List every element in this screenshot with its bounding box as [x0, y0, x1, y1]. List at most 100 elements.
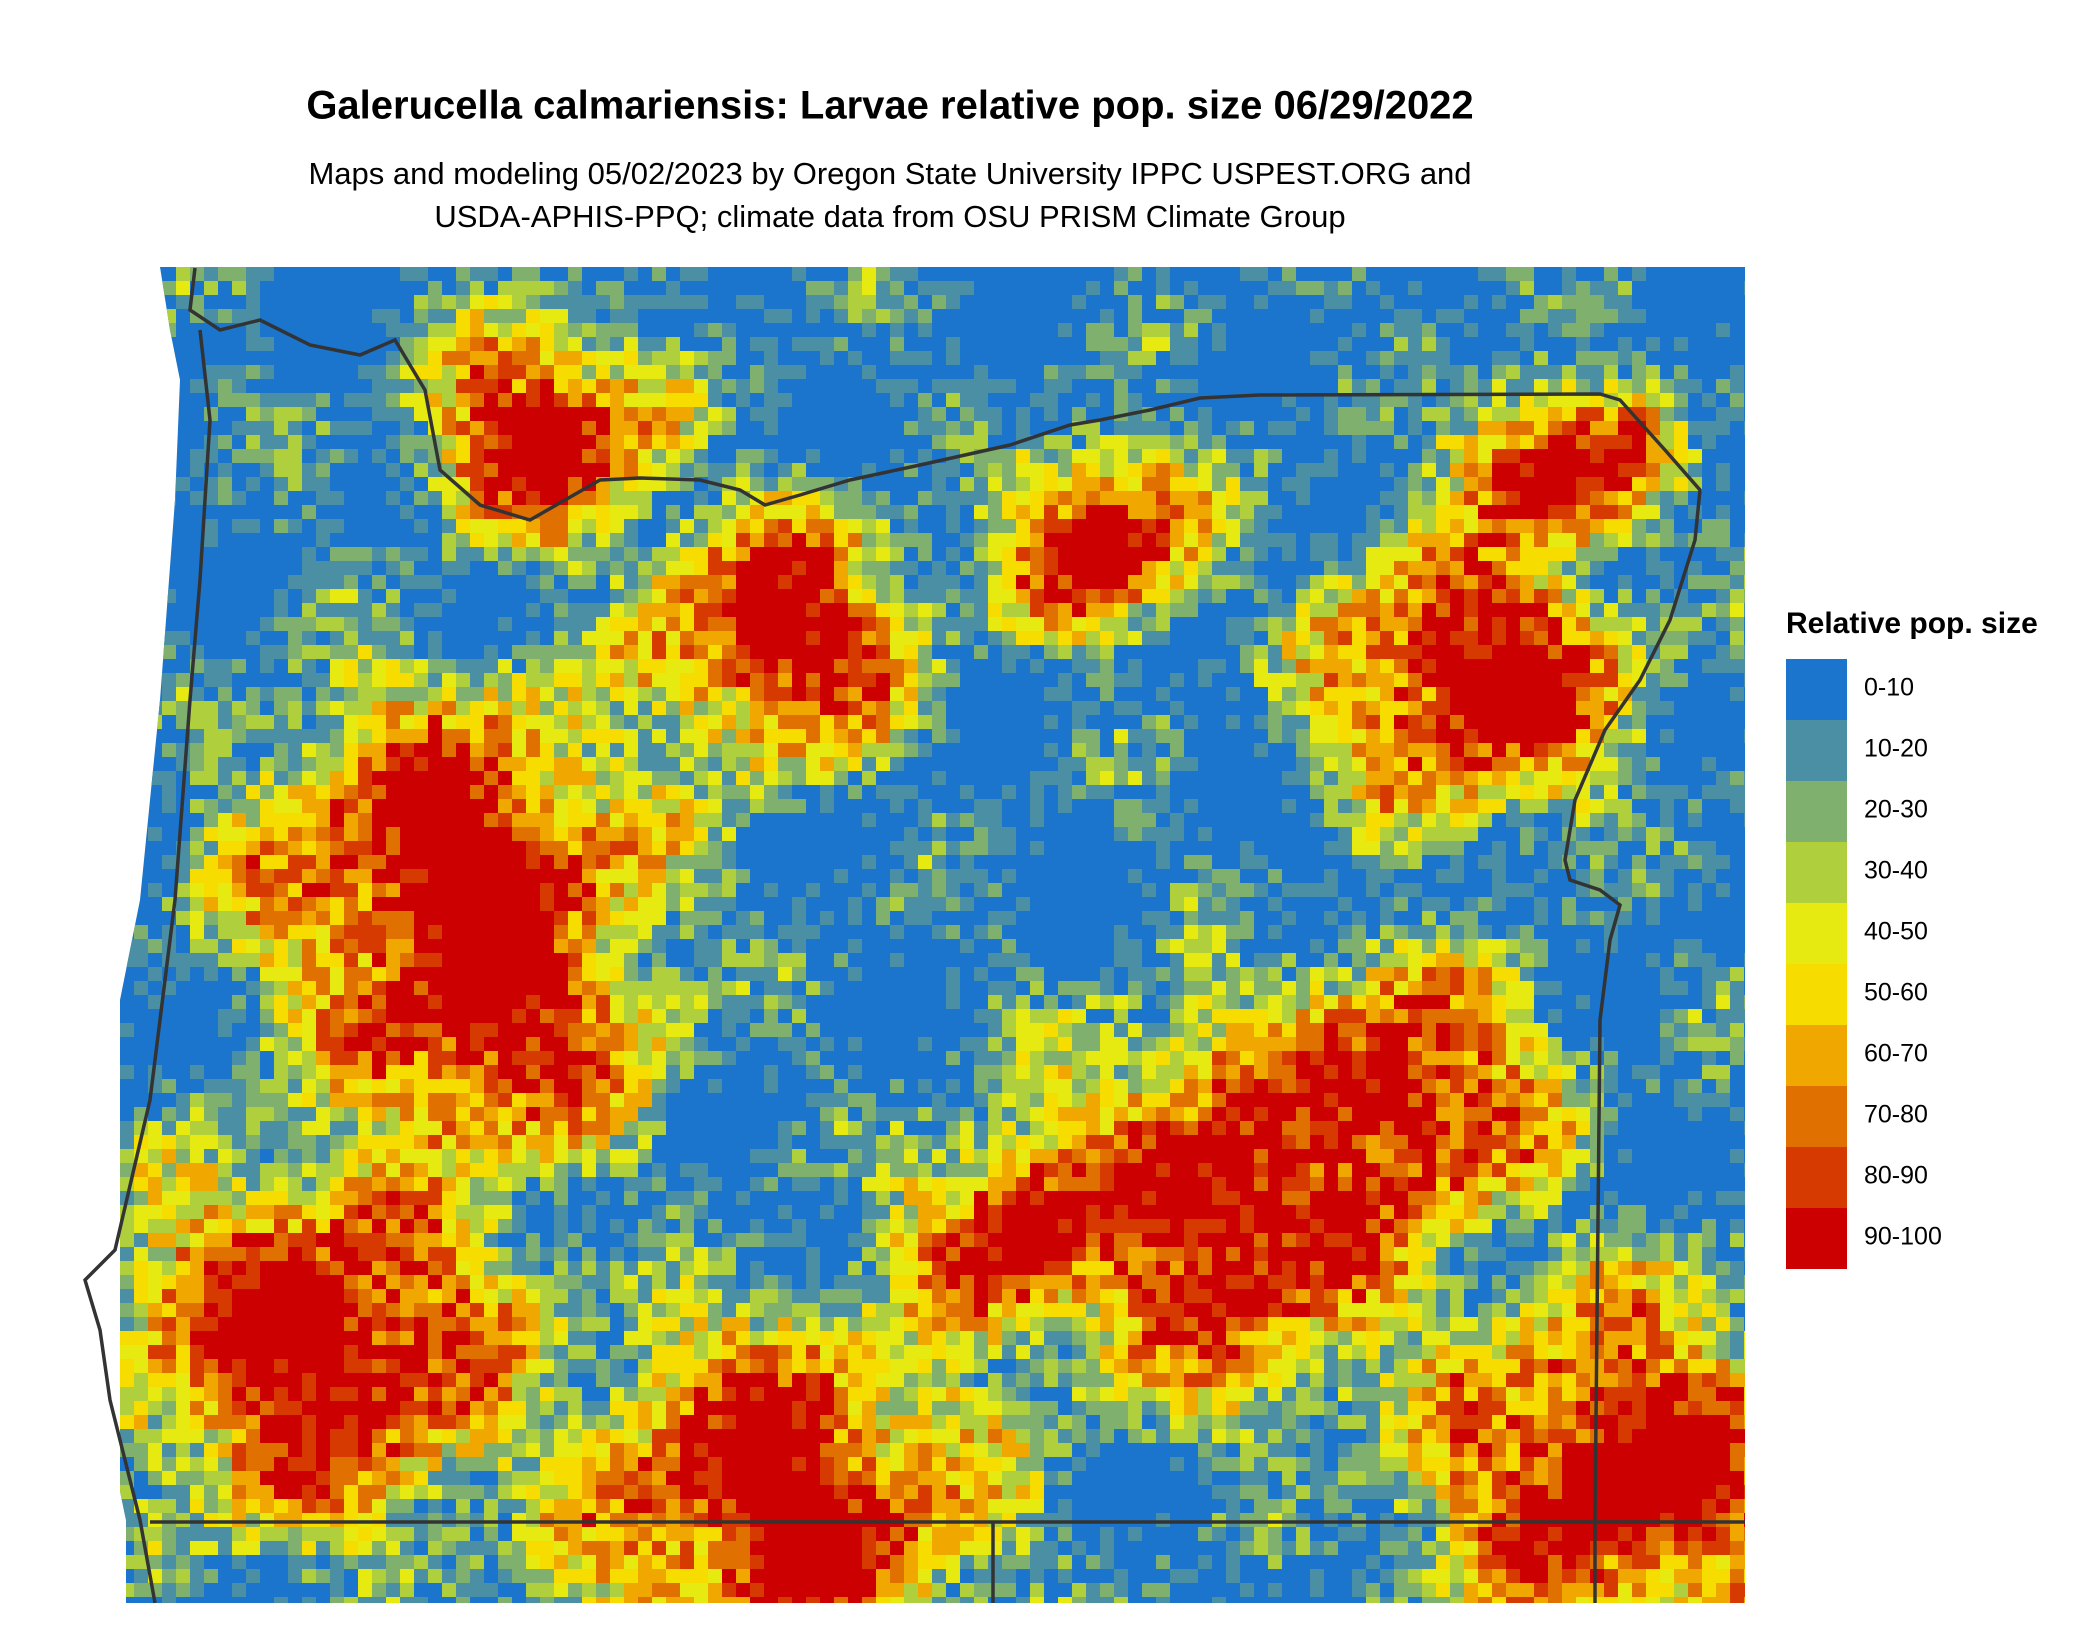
raster-cell: [120, 939, 134, 953]
raster-cell: [736, 771, 750, 785]
raster-cell: [1590, 785, 1604, 799]
raster-cell: [946, 491, 960, 505]
raster-cell: [1716, 1023, 1730, 1037]
raster-cell: [1170, 603, 1184, 617]
raster-cell: [512, 519, 526, 533]
raster-cell: [1380, 561, 1394, 575]
raster-cell: [1324, 1009, 1338, 1023]
raster-cell: [218, 911, 232, 925]
raster-cell: [610, 813, 624, 827]
raster-cell: [470, 729, 484, 743]
raster-cell: [1044, 533, 1058, 547]
raster-cell: [778, 659, 792, 673]
raster-cell: [862, 1121, 876, 1135]
raster-cell: [288, 659, 302, 673]
raster-cell: [1436, 1065, 1450, 1079]
raster-cell: [330, 995, 344, 1009]
raster-cell: [610, 1009, 624, 1023]
raster-cell: [1436, 1023, 1450, 1037]
raster-cell: [904, 617, 918, 631]
raster-cell: [330, 953, 344, 967]
raster-cell: [204, 771, 218, 785]
raster-cell: [1254, 855, 1268, 869]
raster-cell: [834, 309, 848, 323]
raster-cell: [1744, 575, 1745, 589]
raster-cell: [568, 757, 582, 771]
raster-cell: [400, 1093, 414, 1107]
raster-cell: [820, 687, 834, 701]
raster-cell: [1282, 799, 1296, 813]
raster-cell: [372, 715, 386, 729]
raster-cell: [960, 435, 974, 449]
raster-cell: [1324, 1107, 1338, 1121]
raster-cell: [456, 463, 470, 477]
raster-cell: [764, 729, 778, 743]
raster-cell: [1604, 477, 1618, 491]
raster-cell: [1198, 519, 1212, 533]
raster-cell: [1436, 729, 1450, 743]
raster-cell: [176, 267, 190, 281]
raster-cell: [694, 589, 708, 603]
raster-cell: [512, 309, 526, 323]
raster-cell: [1716, 1065, 1730, 1079]
raster-cell: [610, 715, 624, 729]
raster-cell: [1366, 421, 1380, 435]
raster-cell: [1422, 729, 1436, 743]
raster-cell: [1660, 981, 1674, 995]
raster-cell: [1450, 939, 1464, 953]
raster-cell: [1450, 533, 1464, 547]
raster-cell: [1408, 1051, 1422, 1065]
raster-cell: [484, 1023, 498, 1037]
raster-cell: [1646, 827, 1660, 841]
raster-cell: [1296, 981, 1310, 995]
raster-cell: [820, 771, 834, 785]
raster-cell: [932, 435, 946, 449]
raster-cell: [1520, 505, 1534, 519]
raster-cell: [1660, 813, 1674, 827]
raster-cell: [932, 897, 946, 911]
raster-cell: [1520, 841, 1534, 855]
raster-cell: [1100, 645, 1114, 659]
raster-cell: [470, 365, 484, 379]
raster-cell: [820, 715, 834, 729]
raster-cell: [1114, 379, 1128, 393]
raster-cell: [526, 925, 540, 939]
raster-cell: [610, 1023, 624, 1037]
raster-cell: [666, 813, 680, 827]
raster-cell: [1646, 631, 1660, 645]
raster-cell: [484, 659, 498, 673]
raster-cell: [666, 435, 680, 449]
raster-cell: [918, 533, 932, 547]
raster-cell: [1240, 421, 1254, 435]
raster-cell: [1254, 1093, 1268, 1107]
raster-cell: [750, 939, 764, 953]
raster-cell: [358, 1107, 372, 1121]
raster-cell: [652, 435, 666, 449]
raster-cell: [120, 533, 134, 547]
raster-cell: [330, 645, 344, 659]
raster-cell: [1688, 617, 1702, 631]
raster-cell: [1352, 1079, 1366, 1093]
raster-cell: [582, 883, 596, 897]
raster-cell: [1254, 967, 1268, 981]
raster-cell: [1730, 379, 1744, 393]
raster-cell: [512, 953, 526, 967]
raster-cell: [120, 337, 134, 351]
raster-cell: [722, 729, 736, 743]
raster-cell: [232, 995, 246, 1009]
raster-cell: [274, 477, 288, 491]
raster-cell: [246, 953, 260, 967]
raster-cell: [764, 785, 778, 799]
raster-cell: [708, 603, 722, 617]
raster-cell: [932, 631, 946, 645]
raster-cell: [568, 1135, 582, 1149]
raster-cell: [568, 267, 582, 281]
raster-cell: [1534, 729, 1548, 743]
raster-cell: [1380, 365, 1394, 379]
raster-cell: [442, 337, 456, 351]
raster-cell: [470, 1079, 484, 1093]
raster-cell: [1016, 1121, 1030, 1135]
raster-cell: [526, 799, 540, 813]
raster-cell: [610, 631, 624, 645]
raster-cell: [302, 1135, 316, 1149]
